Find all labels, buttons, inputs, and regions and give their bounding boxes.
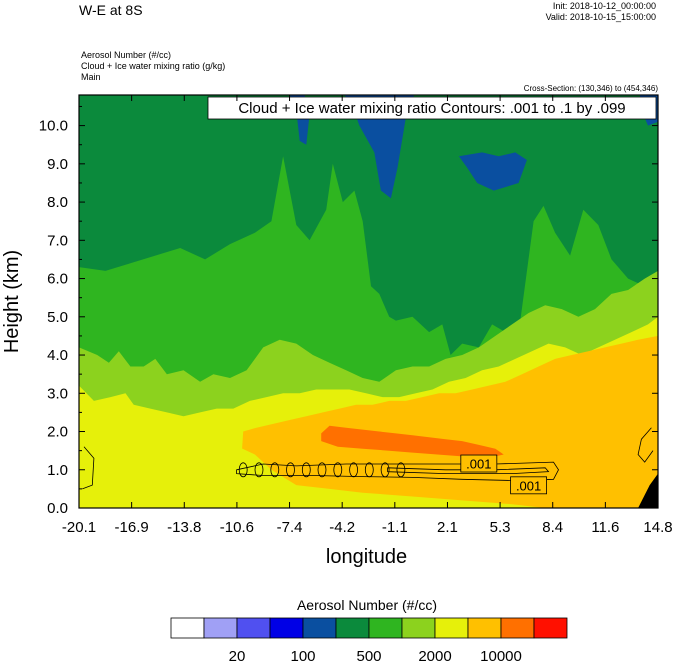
colorbar-swatch <box>269 617 304 639</box>
contour-cell <box>238 462 248 478</box>
x-tick-label: -7.4 <box>277 519 303 536</box>
contour-cell <box>349 462 359 478</box>
contour-cell <box>254 462 264 478</box>
field-label-aerosol: Aerosol Number (#/cc) <box>81 50 172 60</box>
plot-frame <box>78 94 659 509</box>
valid-time: Valid: 2018-10-15_15:00:00 <box>545 12 656 22</box>
annotation-text: Cloud + Ice water mixing ratio Contours:… <box>238 100 625 117</box>
x-tick-label: 11.6 <box>591 519 619 536</box>
colorbar-swatch <box>434 617 469 639</box>
fill-level-11 <box>321 425 504 459</box>
chart-title: W-E at 8S <box>79 2 143 18</box>
field-label-main: Main <box>81 72 101 82</box>
y-tick-label: 9.0 <box>47 156 68 173</box>
y-tick-label: 4.0 <box>47 347 68 364</box>
x-tick-label: -4.2 <box>329 519 355 536</box>
fill-level-10 <box>79 335 658 508</box>
x-tick-label: 14.8 <box>643 519 672 536</box>
colorbar-label: 20 <box>229 648 246 665</box>
y-axis-title: Height (km) <box>1 250 23 353</box>
colorbar-swatch <box>170 617 205 639</box>
colorbar-swatch <box>302 617 337 639</box>
annotation-box <box>207 96 657 120</box>
contour-cell <box>333 462 343 478</box>
x-tick-label: -10.6 <box>220 519 254 536</box>
y-tick-label: 0.0 <box>47 500 68 517</box>
x-tick-label: 8.4 <box>542 519 563 536</box>
y-tick-label: 2.0 <box>47 424 68 441</box>
contour-cell <box>301 462 311 478</box>
contour-label: .001 <box>516 478 541 493</box>
contour-cell <box>364 462 374 478</box>
y-tick-label: 8.0 <box>47 194 68 211</box>
x-axis-title: longitude <box>326 546 407 568</box>
colorbar-swatch <box>467 617 502 639</box>
contour-cell <box>380 462 390 478</box>
contour-label-box <box>510 476 547 495</box>
contour-cell <box>286 462 295 478</box>
x-tick-label: -16.9 <box>115 519 149 536</box>
colorbar-title: Aerosol Number (#/cc) <box>296 597 438 613</box>
y-tick-label: 10.0 <box>39 118 68 135</box>
colorbar-label: 500 <box>356 648 381 665</box>
contour-cell <box>396 462 406 478</box>
x-tick-label: -20.1 <box>62 519 96 536</box>
colorbar-swatch <box>500 617 535 639</box>
colorbar-swatch <box>203 617 238 639</box>
y-tick-label: 3.0 <box>47 385 68 402</box>
init-time: Init: 2018-10-12_00:00:00 <box>552 1 656 11</box>
colorbar-label: 10000 <box>480 648 522 665</box>
colorbar-swatch <box>368 617 403 639</box>
contour-cell <box>270 462 280 478</box>
contour-label: .001 <box>466 457 491 472</box>
colorbar-swatch <box>401 617 436 639</box>
y-tick-label: 7.0 <box>47 232 68 249</box>
fill-level-9-low <box>79 446 546 508</box>
contour-cell <box>317 462 327 478</box>
colorbar-swatch <box>335 617 370 639</box>
x-tick-label: -1.1 <box>382 519 408 536</box>
colorbar-label: 100 <box>290 648 315 665</box>
x-tick-label: -13.8 <box>167 519 201 536</box>
field-layers <box>79 95 658 508</box>
fill-level-5-patch <box>458 152 527 191</box>
colorbar: 20 100 500 2000 10000 <box>170 617 568 665</box>
x-tick-label: 5.3 <box>490 519 511 536</box>
contour-line-east <box>637 427 654 463</box>
colorbar-label: 2000 <box>418 648 451 665</box>
colorbar-swatch <box>236 617 271 639</box>
terrain-fill <box>638 473 658 508</box>
colorbar-swatch <box>533 617 568 639</box>
y-tick-label: 6.0 <box>47 271 68 288</box>
contour-label-box <box>460 454 498 473</box>
cross-section-plot: .001 .001 Cloud + Ice water mixing ratio C… <box>1 94 673 568</box>
x-tick-label: 2.1 <box>437 519 458 536</box>
cross-section-label: Cross-Section: (130,346) to (454,346) <box>523 84 658 93</box>
field-label-cloud-ice: Cloud + Ice water mixing ratio (g/kg) <box>81 61 226 71</box>
fill-level-5-patch <box>344 95 415 199</box>
contour-line-low <box>236 461 559 481</box>
y-tick-label: 5.0 <box>47 309 68 326</box>
y-tick-label: 1.0 <box>47 462 68 479</box>
contour-line-west <box>82 446 95 490</box>
